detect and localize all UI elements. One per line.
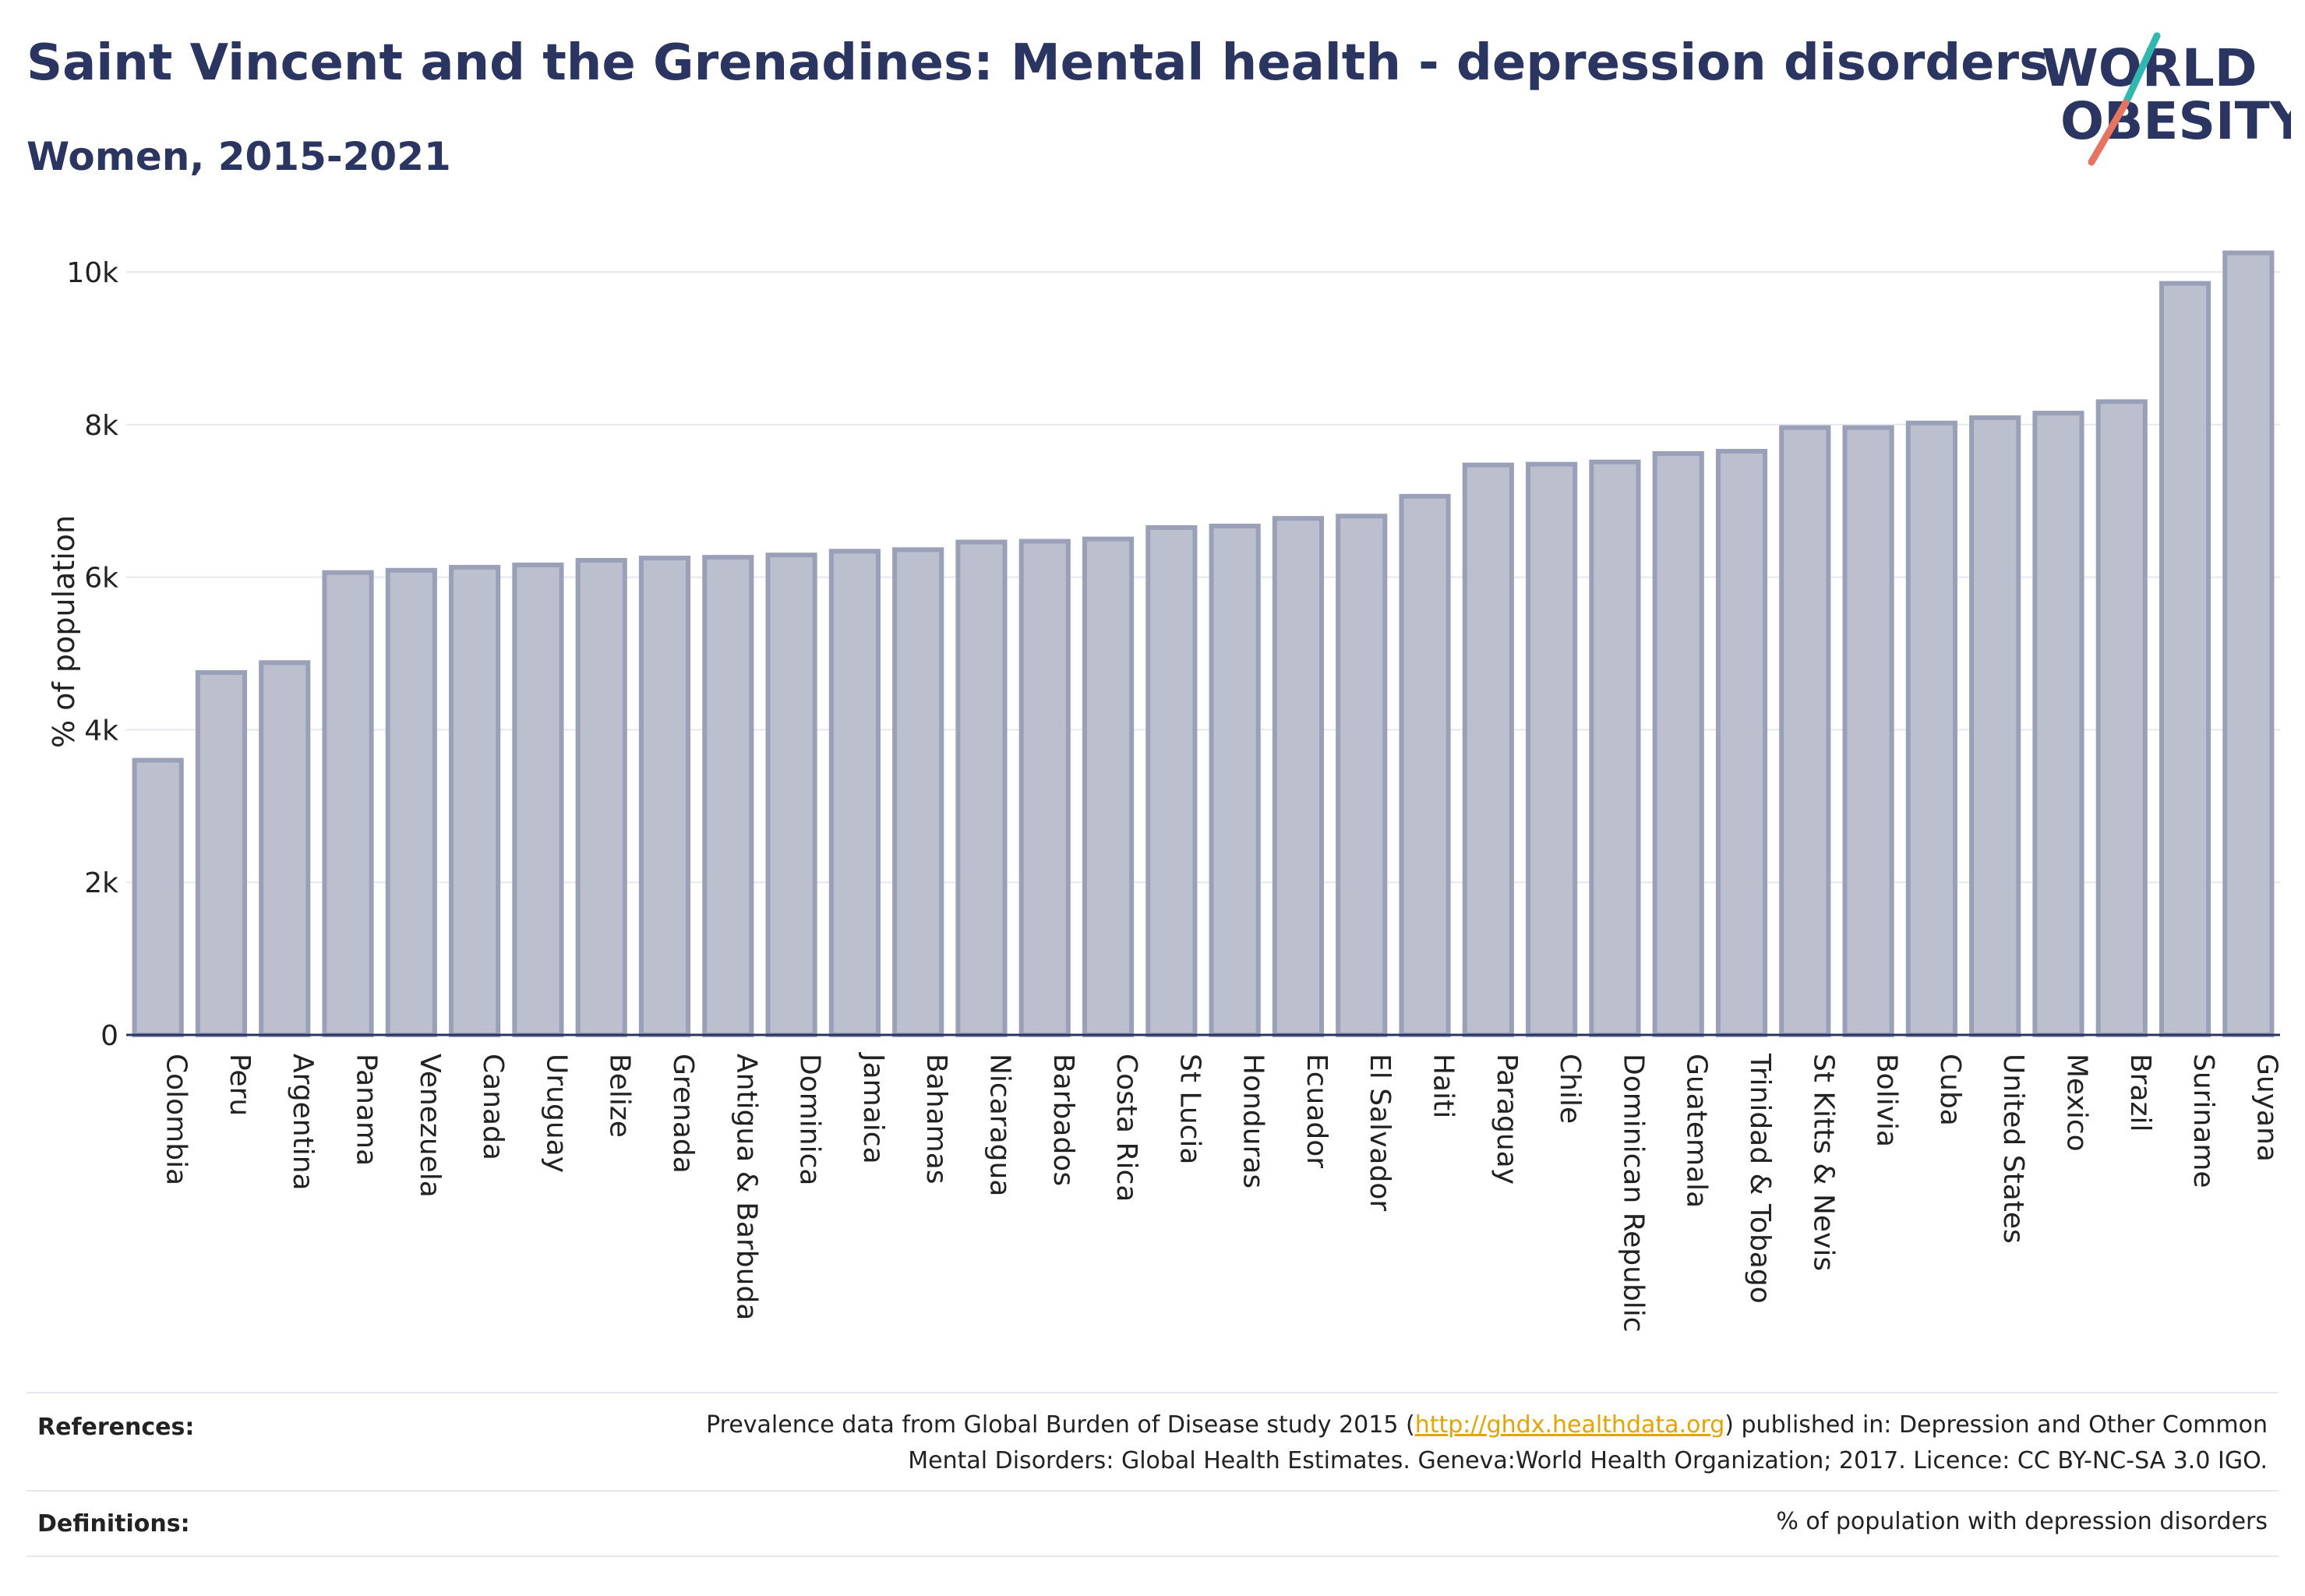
x-tick-label: Panama [351,1054,383,1166]
bar [765,553,817,1037]
bar [512,562,564,1037]
bar [955,539,1008,1037]
x-tick-label: Uruguay [540,1054,572,1173]
bar [1145,524,1198,1037]
references-label: References: [37,1414,195,1441]
bar [322,570,374,1037]
logo-text-obesity: OBESITY [2060,91,2291,151]
definitions-row: Definitions: % of population with depres… [26,1490,2279,1555]
logo-slash-coral [2088,99,2130,166]
bar [259,660,311,1037]
bar [2222,250,2275,1037]
x-tick-label: Barbados [1047,1054,1079,1186]
x-tick-label: Ecuador [1301,1054,1333,1168]
y-tick-label: 4k [84,715,118,747]
bar [1969,415,2021,1037]
x-tick-label: Grenada [667,1054,699,1174]
x-tick-label: Dominican Republic [1617,1054,1649,1333]
x-tick-label: Haiti [1428,1054,1460,1118]
x-tick-label: Nicaragua [983,1054,1015,1196]
chart-subtitle: Women, 2015-2021 [26,134,451,179]
x-tick-label: Bahamas [920,1054,952,1185]
x-tick-label: Trinidad & Tobago [1744,1053,1776,1304]
x-tick-label: Guyana [2250,1054,2282,1162]
bar [1652,450,1704,1037]
footer-divider-top [26,1392,2279,1393]
references-text-2: ) published in: Depression and Other Com… [1724,1411,2268,1439]
x-tick-label: Paraguay [1491,1054,1523,1185]
bar [1905,420,1957,1037]
references-link[interactable]: http://ghdx.healthdata.org [1414,1411,1725,1439]
x-tick-label: Antigua & Barbuda [730,1054,762,1320]
bar [1526,461,1578,1037]
bar [1082,536,1135,1037]
references-line-2: Mental Disorders: Global Health Estimate… [908,1447,2268,1474]
bar [1336,514,1388,1037]
x-tick-label: Cuba [1934,1054,1966,1126]
bar [195,669,248,1037]
bar [702,555,754,1037]
x-tick-label: Colombia [161,1054,192,1185]
references-text-1: Prevalence data from Global Burden of Di… [706,1411,1415,1439]
footer-divider-middle [26,1490,2279,1492]
x-tick-label: Peru [224,1054,256,1116]
y-tick-label: 2k [84,867,118,899]
references-line-1: Prevalence data from Global Burden of Di… [706,1407,2268,1443]
bar [1399,493,1451,1037]
x-tick-label: Venezuela [414,1054,446,1198]
x-tick-label: Jamaica [857,1052,889,1164]
bar [1842,425,1894,1037]
x-tick-label: Suriname [2187,1054,2219,1188]
x-tick-label: Dominica [794,1054,826,1186]
x-tick-label: Chile [1554,1054,1586,1124]
bar [2095,399,2148,1037]
y-tick-label: 6k [84,563,118,595]
x-tick-label: Honduras [1237,1054,1269,1188]
x-tick-label: Mexico [2060,1054,2092,1152]
x-tick-label: Bolivia [1871,1054,1903,1147]
y-tick-label: 0 [101,1020,118,1052]
y-axis-label-text: % of population [47,514,81,748]
bar [449,564,501,1037]
bar [2032,411,2084,1037]
footer-divider-bottom [26,1555,2279,1557]
references-row: References: Prevalence data from Global … [26,1392,2279,1490]
bar-chart: 0 2k 4k 6k 8k 10k Colombia Peru Argentina Panama V… [66,250,2282,1333]
x-tick-label: Argentina [287,1054,319,1191]
x-tick-label: St Lucia [1174,1054,1205,1165]
x-tick-label: El Salvador [1364,1054,1396,1211]
y-tick-label: 10k [66,257,118,289]
y-tick-label: 8k [84,410,118,442]
x-tick-label: Canada [477,1054,509,1160]
bar [1715,449,1768,1037]
bar [1779,425,1831,1037]
bar [1018,538,1071,1037]
bar [1272,516,1325,1037]
bar [828,549,881,1037]
bar [638,556,691,1037]
x-tick-label: Guatemala [1681,1054,1713,1208]
x-tick-label: Costa Rica [1110,1054,1142,1202]
bar [1209,523,1261,1037]
x-tick-label: Brazil [2124,1054,2156,1132]
chart-title: Saint Vincent and the Grenadines: Mental… [26,34,2049,92]
definitions-text: % of population with depression disorder… [1776,1508,2268,1535]
logo-slash-teal [2122,32,2161,107]
bar [575,558,627,1037]
definitions-label: Definitions: [37,1510,190,1538]
bar [1589,459,1641,1037]
x-tick-label: St Kitts & Nevis [1807,1054,1839,1271]
bar [132,757,184,1037]
x-tick-label: United States [1997,1054,2029,1244]
bar [1462,462,1514,1037]
bar [892,547,944,1037]
bar [2159,281,2211,1037]
x-tick-label: Belize [604,1054,636,1138]
world-obesity-logo: WORLD OBESITY [2042,32,2291,166]
bar [385,567,437,1037]
references-text: Prevalence data from Global Burden of Di… [706,1407,2268,1479]
